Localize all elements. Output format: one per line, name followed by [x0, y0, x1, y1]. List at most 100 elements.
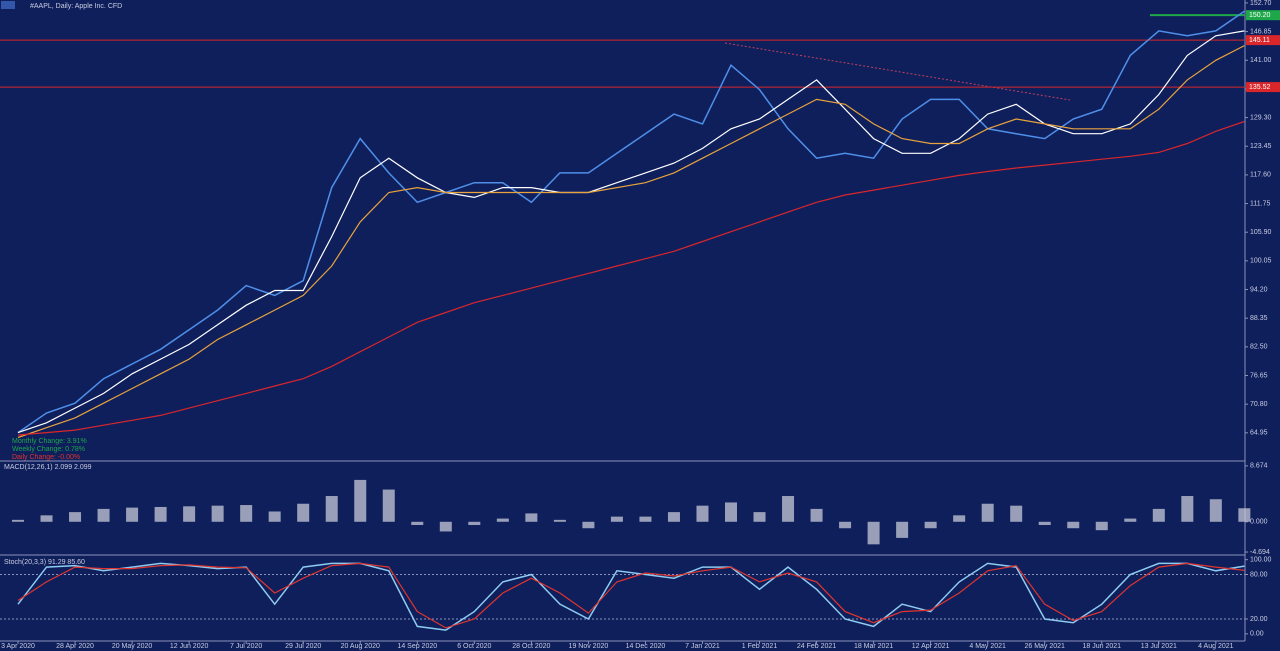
y-tick-label: 80.00	[1250, 571, 1268, 578]
x-tick-label: 20 Aug 2020	[341, 643, 380, 650]
macd-bar	[725, 502, 737, 522]
level-tag	[1246, 10, 1280, 21]
series-line	[17, 562, 1245, 629]
stoch-title: Stoch(20,3,3) 91.29 85.60	[4, 559, 85, 566]
macd-bar	[1067, 521, 1080, 529]
macd-bar	[354, 479, 367, 522]
macd-bar	[154, 506, 167, 522]
weekly-change: Weekly Change: 0.78%	[12, 446, 85, 453]
macd-bar	[411, 521, 424, 526]
macd-bar	[896, 521, 909, 538]
chart-header: #AAPL, Daily: Apple Inc. CFD	[30, 3, 122, 10]
level-tag	[1246, 35, 1280, 46]
macd-bar	[525, 513, 538, 522]
macd-bar	[1010, 505, 1023, 522]
macd-bar	[924, 521, 937, 529]
x-tick-label: 29 Jul 2020	[285, 643, 321, 650]
macd-bar	[126, 507, 139, 522]
macd-bar	[1124, 518, 1137, 522]
y-tick-label: 105.90	[1250, 229, 1272, 236]
x-tick-label: 24 Feb 2021	[797, 643, 836, 650]
macd-bar	[12, 519, 24, 522]
x-tick-label: 20 May 2020	[112, 643, 153, 650]
macd-bar	[325, 496, 338, 522]
y-tick-label: 123.45	[1250, 143, 1272, 150]
y-tick-label: 8.674	[1250, 463, 1268, 470]
x-tick-label: 13 Jul 2021	[1141, 643, 1177, 650]
macd-bar	[211, 505, 224, 522]
macd-bar	[1238, 508, 1251, 522]
y-tick-label: 100.05	[1250, 258, 1272, 265]
x-tick-label: 12 Apr 2021	[912, 643, 950, 650]
x-tick-label: 6 Oct 2020	[457, 643, 491, 650]
x-tick-label: 7 Jul 2020	[230, 643, 262, 650]
macd-bar	[782, 496, 795, 522]
y-tick-label: 152.70	[1250, 0, 1272, 7]
macd-bar	[1181, 496, 1194, 522]
y-tick-label: 20.00	[1250, 616, 1268, 623]
y-tick-label: 64.95	[1250, 430, 1268, 437]
series-line	[17, 10, 1245, 434]
series-line	[17, 562, 1245, 631]
y-tick-label: 129.30	[1250, 114, 1272, 121]
macd-bar	[496, 518, 509, 522]
macd-bar	[240, 505, 253, 522]
series-line	[17, 30, 1245, 434]
macd-bar	[382, 489, 395, 522]
x-tick-label: 4 May 2021	[969, 643, 1006, 650]
series-line	[17, 120, 1245, 436]
x-tick-label: 7 Jan 2021	[685, 643, 720, 650]
macd-bar	[667, 512, 680, 522]
y-tick-label: 76.65	[1250, 372, 1268, 379]
level-tag	[1246, 82, 1280, 93]
y-tick-label: 94.20	[1250, 286, 1268, 293]
macd-bar	[297, 503, 310, 522]
macd-bar	[468, 521, 481, 526]
y-tick-label: 146.85	[1250, 28, 1272, 35]
macd-bar	[981, 503, 994, 522]
macd-bar	[97, 508, 110, 522]
macd-bar	[696, 505, 709, 522]
x-tick-label: 14 Dec 2020	[626, 643, 666, 650]
macd-bar	[1209, 499, 1222, 522]
y-tick-label: 88.35	[1250, 315, 1268, 322]
x-tick-label: 3 Apr 2020	[1, 643, 35, 650]
x-tick-label: 26 May 2021	[1024, 643, 1065, 650]
y-tick-label: 82.50	[1250, 344, 1268, 351]
x-tick-label: 18 Mar 2021	[854, 643, 893, 650]
macd-bar	[867, 521, 880, 545]
x-tick-label: 28 Oct 2020	[512, 643, 550, 650]
y-tick-label: 70.80	[1250, 401, 1268, 408]
level-label: 145.11	[1249, 37, 1270, 44]
macd-bar	[69, 512, 82, 522]
macd-bar	[1095, 521, 1108, 531]
y-tick-label: -4.694	[1250, 549, 1270, 556]
macd-bar	[1038, 521, 1051, 526]
daily-change: Daily Change: -0.00%	[12, 454, 80, 461]
macd-bar	[839, 521, 852, 529]
level-label: 135.52	[1249, 84, 1271, 91]
macd-bar	[953, 515, 966, 522]
y-tick-label: 117.60	[1250, 172, 1271, 179]
macd-bar	[439, 521, 452, 532]
y-tick-label: 0.00	[1250, 631, 1264, 638]
y-tick-label: 100.00	[1250, 557, 1272, 564]
macd-bar	[553, 519, 566, 522]
x-tick-label: 1 Feb 2021	[742, 643, 778, 650]
monthly-change: Monthly Change: 3.91%	[12, 438, 87, 445]
macd-bar	[40, 515, 53, 522]
series-line	[17, 45, 1245, 439]
level-label: 150.20	[1249, 12, 1271, 19]
y-tick-label: 111.75	[1250, 200, 1270, 207]
macd-bar	[1152, 508, 1165, 522]
symbol-icon	[1, 1, 15, 9]
macd-bar	[810, 508, 823, 522]
macd-bar	[268, 511, 281, 522]
x-tick-label: 12 Jun 2020	[170, 643, 209, 650]
macd-bar	[183, 506, 196, 522]
x-tick-label: 28 Apr 2020	[56, 643, 94, 650]
x-tick-label: 4 Aug 2021	[1198, 643, 1234, 650]
macd-bar	[639, 516, 652, 522]
